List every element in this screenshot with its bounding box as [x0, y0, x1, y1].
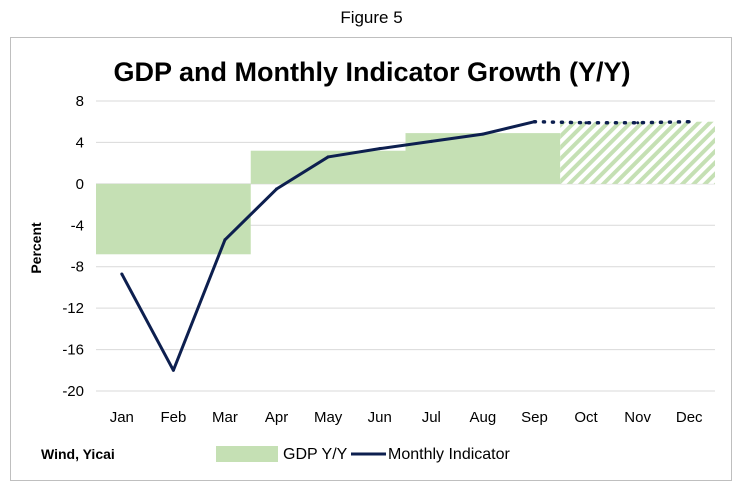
- x-tick-label: Aug: [470, 409, 497, 426]
- chart: GDP and Monthly Indicator Growth (Y/Y) 8…: [28, 57, 715, 463]
- x-tick-label: Dec: [676, 409, 703, 426]
- indicator-point-apr: [275, 187, 279, 191]
- gdp-areas: [96, 121, 715, 255]
- x-tick-label: Feb: [160, 409, 186, 426]
- chart-title: GDP and Monthly Indicator Growth (Y/Y): [113, 57, 630, 87]
- y-tick-label: 4: [76, 134, 84, 151]
- x-tick-label: Jun: [368, 409, 392, 426]
- x-tick-label: Nov: [624, 409, 651, 426]
- chart-frame: GDP and Monthly Indicator Growth (Y/Y) 8…: [10, 37, 732, 481]
- indicator-point-jun: [378, 147, 382, 151]
- x-tick-label: Oct: [574, 409, 598, 426]
- indicator-point-sep: [532, 120, 536, 124]
- x-tick-label: May: [314, 409, 343, 426]
- legend-gdp-label: GDP Y/Y: [283, 446, 348, 463]
- gdp-bar-q1: [96, 183, 251, 255]
- y-tick-label: -16: [62, 342, 84, 359]
- indicator-point-jan: [120, 272, 124, 276]
- indicator-line-group: [120, 119, 691, 372]
- x-tick-label: Sep: [521, 409, 548, 426]
- x-tick-label: Jan: [110, 409, 134, 426]
- x-tick-label: Jul: [422, 409, 441, 426]
- indicator-forecast-line: [532, 119, 691, 125]
- legend-indicator-label: Monthly Indicator: [388, 446, 511, 463]
- indicator-point-dec: [687, 120, 691, 124]
- y-tick-label: -20: [62, 383, 84, 400]
- y-tick-label: -4: [71, 217, 84, 234]
- indicator-point-may: [326, 155, 330, 159]
- indicator-point-nov: [636, 121, 640, 125]
- legend: GDP Y/Y Monthly Indicator: [216, 446, 511, 463]
- y-tick-label: -12: [62, 300, 84, 317]
- indicator-point-jul: [429, 139, 433, 143]
- y-axis-label: Percent: [28, 222, 44, 274]
- legend-gdp-swatch: [216, 446, 278, 462]
- y-tick-label: 0: [76, 176, 84, 193]
- x-tick-label: Mar: [212, 409, 238, 426]
- indicator-point-feb: [171, 368, 175, 372]
- y-tick-label: -8: [71, 259, 84, 276]
- gdp-bar-q4: [560, 121, 715, 184]
- x-axis-ticks: Jan Feb Mar Apr May Jun Jul Aug Sep Oct Nov Dec: [110, 409, 703, 426]
- indicator-point-aug: [481, 132, 485, 136]
- indicator-point-oct: [584, 121, 588, 125]
- source-note: Wind, Yicai: [41, 446, 115, 462]
- indicator-point-mar: [223, 238, 227, 242]
- y-tick-label: 8: [76, 93, 84, 110]
- figure-label: Figure 5: [340, 8, 403, 27]
- x-tick-label: Apr: [265, 409, 288, 426]
- y-axis-ticks: 8 4 0 -4 -8 -12 -16 -20: [62, 93, 84, 400]
